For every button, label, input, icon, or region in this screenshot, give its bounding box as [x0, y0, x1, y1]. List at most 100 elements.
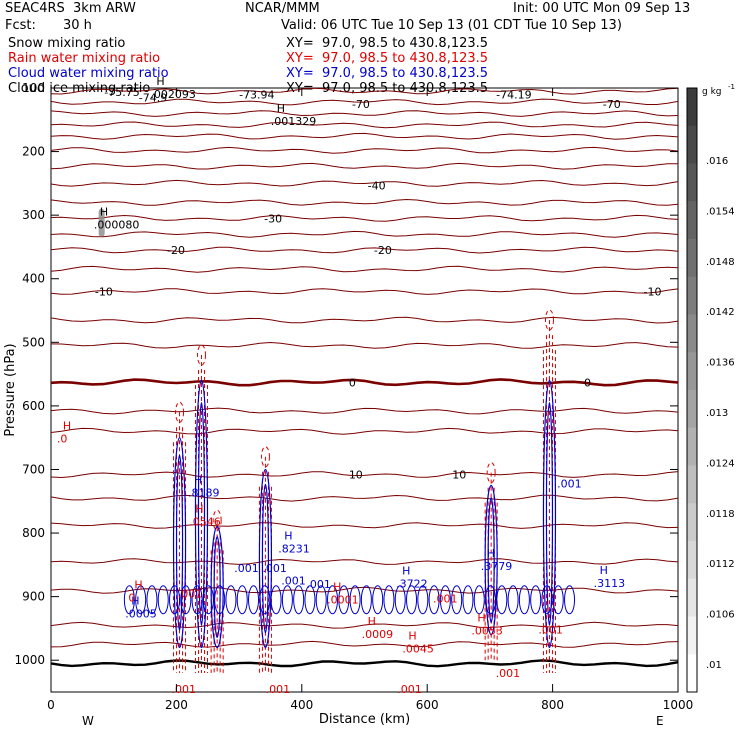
extremum-value: .002093	[150, 88, 196, 101]
cloud-water-contour	[180, 585, 192, 615]
convective-cells	[98, 208, 576, 673]
colorbar-unit: g kg	[702, 87, 722, 97]
rain-contour-top	[486, 462, 496, 484]
isotherm-label: -20	[374, 244, 392, 257]
cloud-water-contour	[462, 585, 474, 615]
x-tick-label: 200	[165, 698, 188, 712]
isotherm-line	[50, 427, 679, 435]
cloud-water-contour-inner	[545, 402, 554, 626]
x-axis-label: Distance (km)	[319, 712, 410, 727]
cloud-water-contour	[564, 585, 576, 615]
extremum-value: .3779	[481, 560, 513, 573]
extremum-letter: H	[195, 502, 203, 515]
extremum-letter: H	[477, 612, 485, 625]
colorbar-tick-label: .016	[706, 156, 728, 167]
y-tick-label: 500	[22, 335, 45, 349]
extremum-value: .8189	[188, 487, 220, 500]
contour-value-label: .001	[178, 587, 203, 600]
colorbar-tick-label: .0142	[706, 307, 735, 318]
isotherm-line	[50, 198, 679, 206]
extremum-value: .0	[57, 433, 67, 446]
cloud-water-contour	[258, 468, 273, 649]
isotherm-label: -73.94	[239, 88, 274, 101]
contour-value-label: .001	[397, 683, 422, 696]
contour-value-label: .001	[306, 578, 331, 591]
center-title: NCAR/MMM	[245, 1, 320, 16]
cloud-water-contour	[428, 585, 440, 615]
extremum-value: .3722	[396, 578, 428, 591]
isotherm-label: 0	[349, 376, 356, 389]
cloud-water-contour	[518, 585, 530, 615]
cloud-water-contour	[383, 585, 395, 615]
isotherm-label: -10	[644, 285, 662, 298]
cloud-water-contour	[248, 585, 260, 615]
cloud-water-contour	[406, 585, 418, 615]
isotherm-line	[50, 659, 679, 668]
isotherm-line	[50, 288, 679, 295]
cloud-water-contour	[214, 585, 226, 615]
isotherm-line	[50, 407, 679, 415]
extremum-letter: H	[194, 474, 202, 487]
contour-value-label: .001	[172, 683, 197, 696]
legend-cloudwater-name: Cloud water mixing ratio	[8, 66, 169, 81]
extremum-letter: H	[402, 565, 410, 578]
rain-contour-top	[544, 309, 554, 331]
cloud-water-contour	[236, 585, 248, 615]
cloud-water-contour	[169, 585, 181, 615]
x-tick-label: 400	[290, 698, 313, 712]
isotherm-line	[50, 621, 679, 629]
colorbar-tick-label: .013	[706, 408, 728, 419]
x-tick-label: 600	[416, 698, 439, 712]
colorbar-swatch	[687, 427, 697, 466]
y-tick-label: 300	[22, 208, 45, 222]
cloud-water-contour	[541, 585, 553, 615]
isotherm-line	[50, 522, 679, 529]
isotherm-label: 10	[452, 469, 466, 482]
extremum-letter: H	[368, 615, 376, 628]
extremum-value: .8231	[278, 543, 310, 556]
cloud-water-contour	[451, 585, 463, 615]
isotherm-line	[50, 179, 679, 187]
isotherm-line	[50, 558, 679, 565]
colorbar-swatch	[687, 201, 697, 240]
colorbar-tick-label: .0154	[706, 206, 735, 217]
cloud-water-contour	[394, 585, 406, 615]
colorbar-swatch	[687, 578, 697, 617]
x-tick-label: 0	[47, 698, 55, 712]
isotherm-line	[50, 471, 679, 479]
rain-contour-top	[175, 401, 185, 423]
project-title: SEAC4RS 3km ARW	[5, 1, 136, 16]
colorbar-swatch	[687, 239, 697, 278]
extremum-letter: H	[134, 579, 142, 592]
cloud-water-contour	[304, 585, 316, 615]
isotherm-label: -10	[95, 285, 113, 298]
contour-value-label: .001	[496, 667, 520, 680]
extremum-value: .001329	[271, 115, 317, 128]
colorbar: .016 .0154 .0148 .0142 .0136 .013 .0124 .0118 .0…	[686, 83, 735, 693]
y-tick-label: 1000	[14, 653, 45, 667]
contour-value-label: .001	[557, 477, 582, 490]
isotherm-line	[50, 378, 679, 387]
isotherm-label: -40	[368, 179, 386, 192]
isotherm-line	[50, 265, 679, 273]
extremum-letter: H	[100, 205, 108, 218]
colorbar-swatch	[687, 125, 697, 164]
axes: 0 200 400 600 800 100010020030040050060070080…	[14, 81, 693, 712]
cloud-water-contour	[439, 585, 451, 615]
isotherm-line	[50, 110, 679, 117]
isotherm-line	[50, 146, 679, 154]
isotherm-label: -30	[264, 212, 282, 225]
cloud-water-contour	[360, 585, 372, 615]
cloud-water-contour	[157, 585, 169, 615]
cloud-water-contour	[146, 585, 158, 615]
extremum-letter: H	[63, 420, 71, 433]
y-tick-label: 400	[22, 272, 45, 286]
cloud-water-contour	[259, 585, 271, 615]
cloud-water-contour	[225, 585, 237, 615]
colorbar-tick-label: .0106	[706, 610, 735, 621]
colorbar-unit-exponent: -1	[728, 83, 735, 91]
cloud-water-contour	[210, 526, 224, 649]
extremum-letter: H	[284, 530, 292, 543]
cloud-water-contour	[496, 585, 508, 615]
cloud-water-contour	[542, 379, 557, 649]
